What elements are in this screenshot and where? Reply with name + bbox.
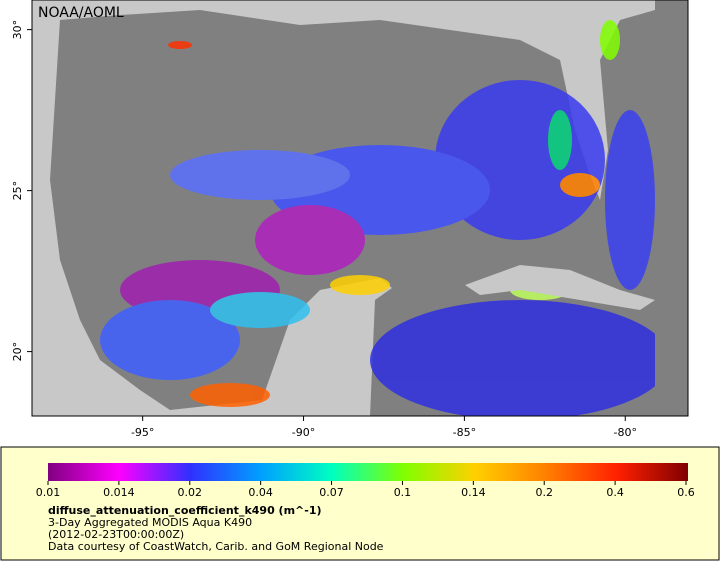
colorbar-tick-label: 0.2 <box>535 486 553 499</box>
x-tick-label: -80° <box>614 426 637 439</box>
no-data-strip <box>655 0 688 416</box>
colorbar-tick-label: 0.14 <box>461 486 486 499</box>
map <box>32 0 688 416</box>
x-tick-label: -90° <box>292 426 315 439</box>
legend-line: 3-Day Aggregated MODIS Aqua K490 <box>48 516 252 529</box>
colorbar-tick-label: 0.1 <box>394 486 412 499</box>
colorbar-tick-label: 0.4 <box>606 486 624 499</box>
colorbar <box>48 463 688 481</box>
colorbar-tick-label: 0.04 <box>248 486 273 499</box>
cuba <box>465 265 655 310</box>
colorbar-tick-label: 0.01 <box>36 486 61 499</box>
axes: -95° -90° -85° -80° 20° 25° 30° <box>11 20 637 439</box>
y-tick-label: 25° <box>11 181 24 201</box>
legend-line: Data courtesy of CoastWatch, Carib. and … <box>48 540 384 553</box>
colorbar-tick-label: 0.07 <box>319 486 344 499</box>
legend: 0.01 0.014 0.02 0.04 0.07 0.1 0.14 0.2 0.4 0.6 3-D… <box>36 481 695 553</box>
x-tick-label: -85° <box>453 426 476 439</box>
x-tick-label: -95° <box>131 426 154 439</box>
legend-variable: diffuse_attenuation_coefficient_k490 (m^… <box>48 504 322 517</box>
y-tick-label: 30° <box>11 20 24 40</box>
y-tick-label: 20° <box>11 342 24 362</box>
colorbar-tick-label: 0.014 <box>103 486 135 499</box>
credit: NOAA/AOML <box>38 5 124 21</box>
colorbar-tick-label: 0.02 <box>178 486 203 499</box>
k490-field <box>100 20 670 416</box>
colorbar-tick-label: 0.6 <box>677 486 695 499</box>
map-frame <box>31 0 689 417</box>
legend-line: (2012-02-23T00:00:00Z) <box>48 528 184 541</box>
